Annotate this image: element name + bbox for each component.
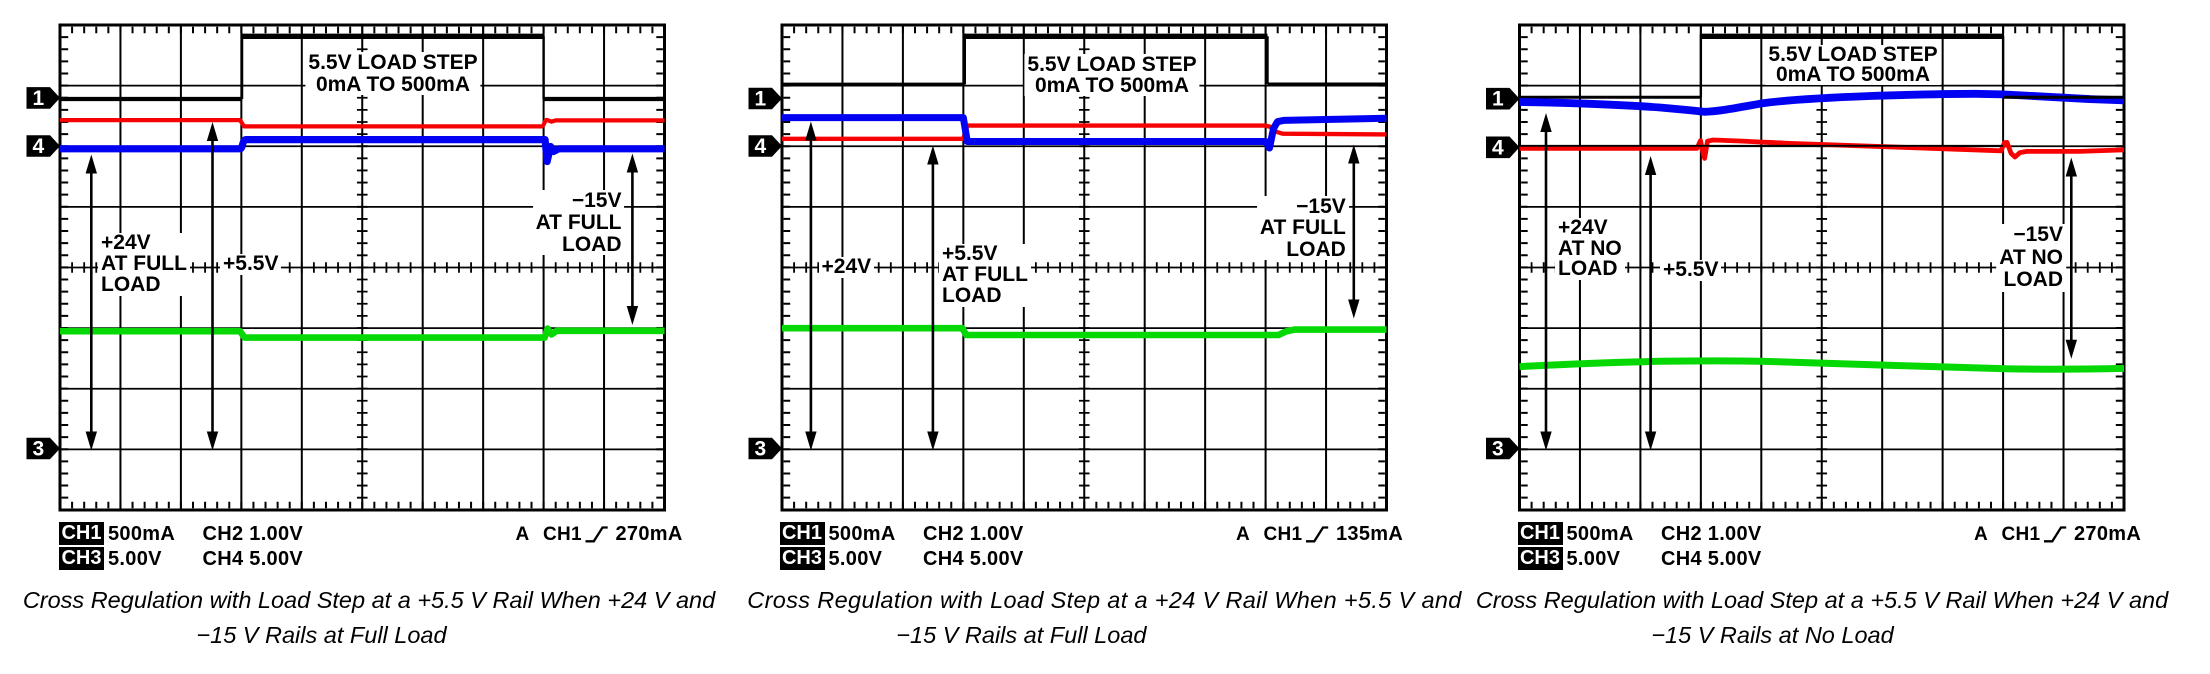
svg-text:3: 3 (32, 438, 44, 461)
svg-text:4: 4 (32, 135, 44, 158)
svg-text:3: 3 (1492, 438, 1504, 461)
svg-text:1: 1 (754, 88, 766, 111)
svg-text:1: 1 (1492, 88, 1504, 111)
svg-text:4: 4 (754, 135, 766, 158)
svg-text:1: 1 (32, 87, 44, 110)
svg-text:3: 3 (754, 438, 766, 461)
svg-text:4: 4 (1492, 136, 1504, 159)
